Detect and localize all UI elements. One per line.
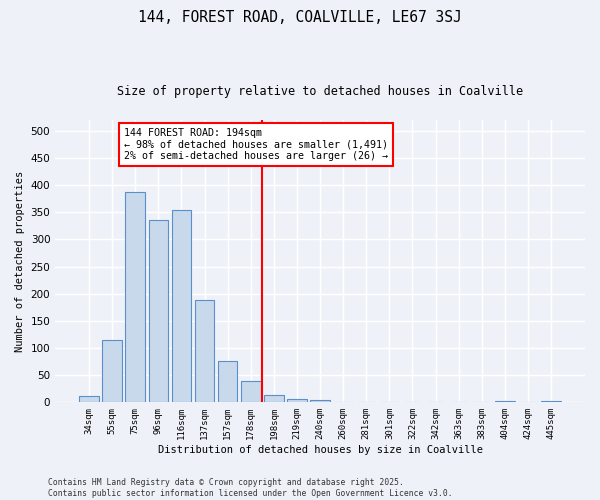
Bar bbox=[287, 398, 307, 402]
Text: Contains HM Land Registry data © Crown copyright and database right 2025.
Contai: Contains HM Land Registry data © Crown c… bbox=[48, 478, 452, 498]
Bar bbox=[172, 210, 191, 402]
Text: 144 FOREST ROAD: 194sqm
← 98% of detached houses are smaller (1,491)
2% of semi-: 144 FOREST ROAD: 194sqm ← 98% of detache… bbox=[124, 128, 388, 162]
Bar bbox=[195, 300, 214, 402]
Bar bbox=[495, 401, 515, 402]
Title: Size of property relative to detached houses in Coalville: Size of property relative to detached ho… bbox=[117, 85, 523, 98]
Bar bbox=[218, 360, 238, 403]
Y-axis label: Number of detached properties: Number of detached properties bbox=[15, 170, 25, 352]
Bar bbox=[103, 340, 122, 402]
Bar bbox=[310, 400, 330, 402]
Bar bbox=[541, 400, 561, 402]
Bar bbox=[149, 220, 168, 402]
Bar bbox=[241, 381, 260, 402]
Bar bbox=[264, 396, 284, 402]
Bar bbox=[125, 192, 145, 402]
X-axis label: Distribution of detached houses by size in Coalville: Distribution of detached houses by size … bbox=[158, 445, 482, 455]
Text: 144, FOREST ROAD, COALVILLE, LE67 3SJ: 144, FOREST ROAD, COALVILLE, LE67 3SJ bbox=[138, 10, 462, 25]
Bar bbox=[79, 396, 99, 402]
